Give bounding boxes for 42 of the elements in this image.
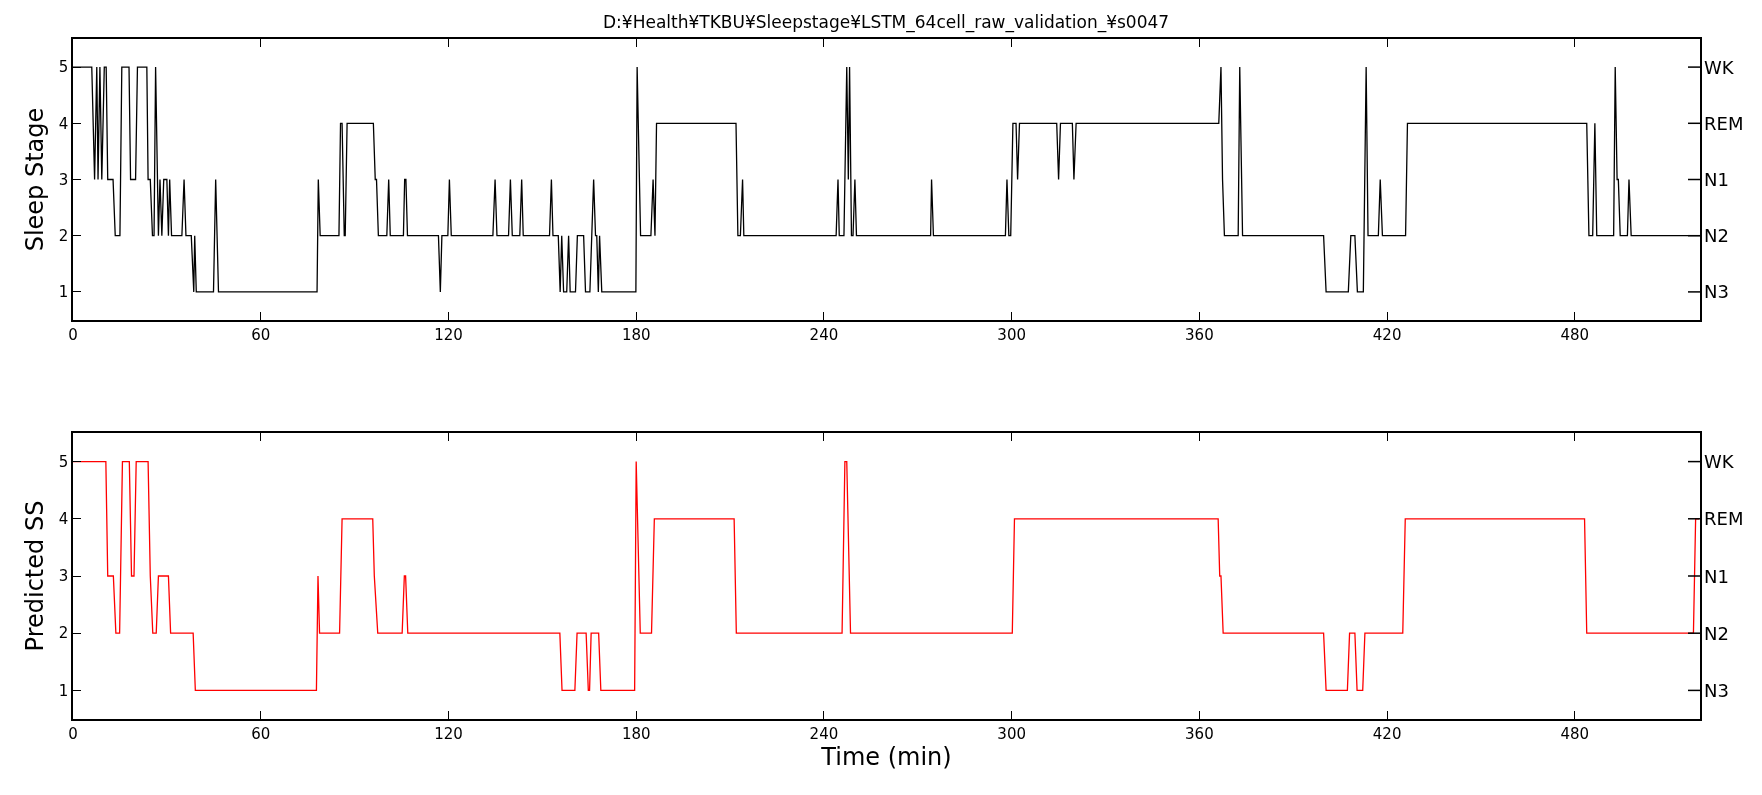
x-tick-label: 120: [434, 325, 463, 344]
category-label: N3: [1704, 680, 1729, 701]
y-tick-label: 5: [58, 452, 69, 471]
y-tick-label: 1: [58, 283, 69, 302]
x-tick-label: 180: [621, 325, 651, 344]
y-tick-label: 3: [58, 170, 69, 189]
x-tick-label: 360: [1185, 325, 1214, 344]
y-tick-label: 2: [58, 226, 69, 245]
category-label: REM: [1704, 508, 1744, 529]
x-tick-label: 300: [997, 724, 1026, 743]
y-tick-label: 4: [58, 510, 69, 529]
category-label: N3: [1704, 281, 1729, 302]
y-tick-label: 3: [58, 567, 69, 586]
x-tick-label: 240: [809, 325, 839, 344]
y-tick-label: 2: [58, 624, 69, 643]
y-tick-label: 5: [58, 58, 69, 77]
x-tick-label: 0: [68, 325, 78, 344]
category-label: WK: [1704, 57, 1734, 78]
category-label: N1: [1704, 169, 1729, 190]
category-label: REM: [1704, 113, 1744, 134]
x-tick-label: 480: [1560, 724, 1590, 743]
x-tick-label: 420: [1372, 724, 1402, 743]
x-tick-label: 180: [621, 724, 651, 743]
category-label: WK: [1704, 451, 1734, 472]
x-tick-label: 60: [251, 724, 271, 743]
y-axis-title: Sleep Stage: [21, 107, 50, 252]
x-tick-label: 480: [1560, 325, 1590, 344]
category-label: N1: [1704, 566, 1729, 587]
x-tick-label: 240: [809, 724, 839, 743]
x-axis-title: Time (min): [820, 742, 952, 771]
y-axis-title: Predicted SS: [21, 500, 50, 652]
x-tick-label: 300: [997, 325, 1026, 344]
x-tick-label: 120: [434, 724, 463, 743]
y-tick-label: 4: [58, 114, 69, 133]
x-tick-label: 60: [251, 325, 271, 344]
x-tick-label: 360: [1185, 724, 1214, 743]
category-label: N2: [1704, 623, 1729, 644]
x-tick-label: 420: [1372, 325, 1402, 344]
y-tick-label: 1: [58, 681, 69, 700]
x-tick-label: 0: [68, 724, 78, 743]
category-label: N2: [1704, 225, 1729, 246]
chart-title: D:¥Health¥TKBU¥Sleepstage¥LSTM_64cell_raw_validation_¥s0047: [603, 12, 1170, 33]
